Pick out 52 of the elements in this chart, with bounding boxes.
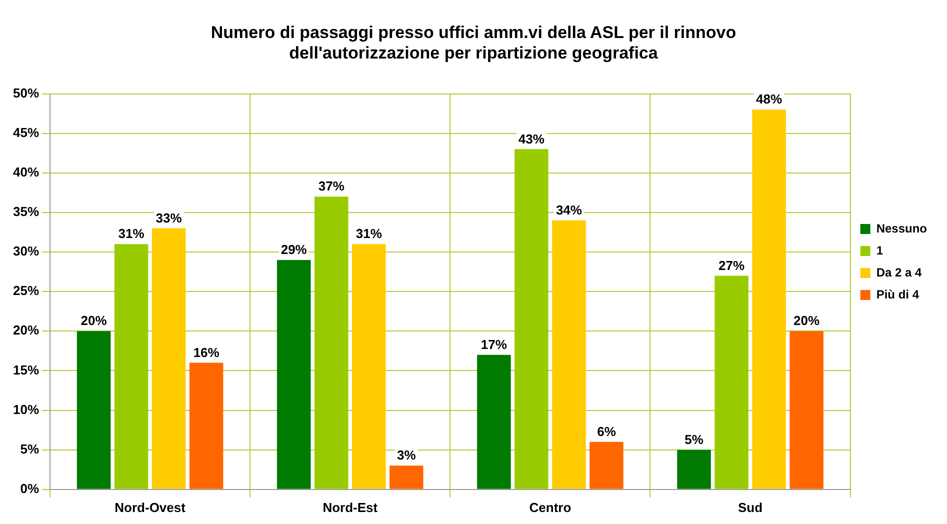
data-label: 48% xyxy=(756,92,782,107)
data-label: 34% xyxy=(556,202,582,218)
bar xyxy=(552,220,586,489)
x-tick-label: Nord-Est xyxy=(322,500,378,515)
legend-label: Nessuno xyxy=(876,221,928,236)
x-tick-label: Centro xyxy=(529,500,572,515)
data-label: 17% xyxy=(480,336,508,352)
y-tick-label: 25% xyxy=(12,283,40,298)
legend-label: Da 2 a 4 xyxy=(876,265,922,280)
bar xyxy=(390,466,424,489)
data-label: 3% xyxy=(397,448,416,463)
y-tick-label: 30% xyxy=(12,244,40,259)
data-label: 27% xyxy=(718,258,745,273)
data-label: 37% xyxy=(318,178,345,194)
data-label: 20% xyxy=(80,313,108,328)
y-tick-label: 20% xyxy=(12,322,40,338)
bar xyxy=(677,450,711,489)
y-tick-label: 40% xyxy=(12,164,40,180)
data-label: 29% xyxy=(280,242,308,258)
bar xyxy=(76,331,111,489)
data-label: 31% xyxy=(118,226,145,242)
data-label: 20% xyxy=(794,313,820,328)
data-label: 31% xyxy=(356,226,382,242)
x-tick-label: Nord-Ovest xyxy=(114,500,186,515)
bar xyxy=(189,362,224,489)
chart-title: Numero di passaggi presso uffici amm.vi della ASL per il rinnovo dell'autorizzazione per ripartizione geografica xyxy=(210,22,736,62)
bar xyxy=(152,228,186,489)
bar xyxy=(276,260,311,489)
bar xyxy=(590,442,624,489)
data-label: 5% xyxy=(684,432,704,447)
legend-label: 1 xyxy=(876,243,884,258)
y-tick-label: 0% xyxy=(20,480,40,496)
data-label: 33% xyxy=(156,210,182,226)
bar xyxy=(752,110,786,489)
bar xyxy=(352,244,386,489)
y-tick-label: 5% xyxy=(20,441,40,456)
y-tick-label: 35% xyxy=(12,204,40,220)
x-tick-label: Sud xyxy=(738,500,763,515)
bar xyxy=(790,331,824,489)
data-label: 16% xyxy=(193,344,220,360)
y-tick-label: 15% xyxy=(12,362,40,378)
bar xyxy=(114,244,148,489)
bar xyxy=(477,354,511,489)
data-label: 43% xyxy=(518,131,545,146)
y-tick-label: 10% xyxy=(12,402,40,417)
legend-label: Più di 4 xyxy=(876,287,920,302)
y-tick-label: 50% xyxy=(12,85,40,100)
data-label: 6% xyxy=(597,424,616,440)
bar xyxy=(714,276,748,489)
bar xyxy=(514,149,548,489)
bar xyxy=(314,196,348,489)
y-tick-label: 45% xyxy=(12,124,40,140)
